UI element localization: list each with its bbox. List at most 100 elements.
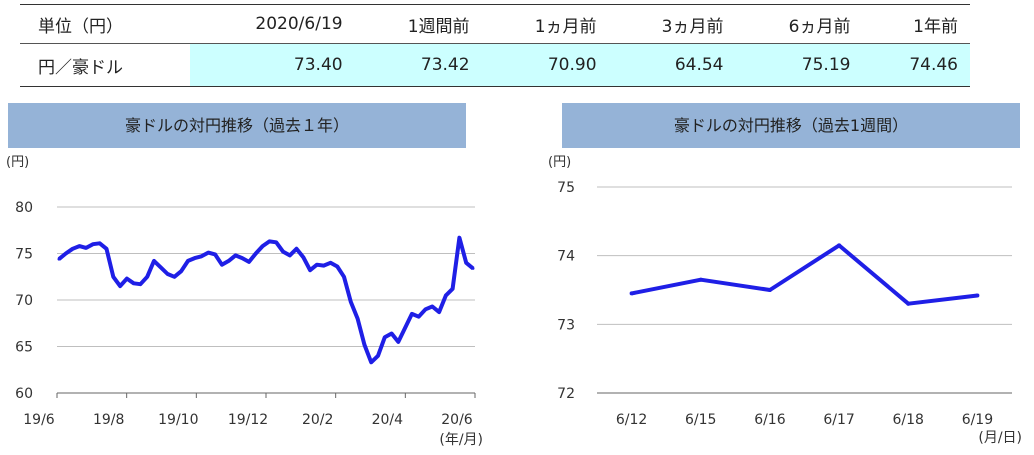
chart-title-1year: 豪ドルの対円推移（過去１年） (8, 103, 466, 148)
x-tick-label: 6/15 (685, 412, 716, 428)
data-point (698, 277, 703, 282)
data-point (457, 236, 461, 240)
y-tick-label: 60 (15, 386, 33, 402)
y-tick-label: 70 (15, 293, 33, 309)
value-current: 73.40 (190, 43, 355, 87)
x-tick-label: 6/18 (893, 412, 924, 428)
data-point (118, 284, 122, 288)
data-point (349, 300, 353, 304)
data-point (403, 326, 407, 330)
data-point (91, 242, 95, 246)
y-tick-label: 73 (557, 317, 575, 333)
data-point (213, 252, 217, 256)
header-1week: 1週間前 (354, 4, 482, 44)
data-point (274, 240, 278, 244)
data-point (57, 257, 61, 261)
value-1month: 70.90 (481, 43, 609, 87)
data-point (376, 354, 380, 358)
x-tick-label: 20/2 (302, 412, 333, 428)
data-point (471, 266, 475, 270)
data-point (84, 246, 88, 250)
x-tick-label: 19/12 (228, 412, 268, 428)
data-point (410, 312, 414, 316)
data-point (77, 244, 81, 248)
value-1week: 73.42 (354, 43, 482, 87)
data-point (206, 251, 210, 255)
data-point (417, 315, 421, 319)
data-point (767, 288, 772, 292)
data-point (281, 250, 285, 254)
data-point (227, 259, 231, 263)
header-unit: 単位（円） (20, 4, 191, 44)
x-tick-label: 20/4 (372, 412, 404, 428)
data-point (437, 310, 441, 314)
data-point (186, 259, 190, 263)
data-point (98, 241, 102, 245)
x-tick-label: 20/6 (441, 412, 473, 428)
data-point (295, 247, 298, 251)
header-1month: 1ヵ月前 (481, 4, 609, 44)
data-point (383, 335, 387, 339)
data-point (111, 275, 115, 279)
data-point (64, 252, 68, 255)
data-point (356, 317, 360, 321)
header-1year: 1年前 (862, 4, 970, 44)
chart-1week: (円) 72 73 74 75 6/12 6/15 6/16 6/17 6/18 6/19 (月/日) (548, 155, 1022, 446)
data-point (234, 253, 237, 257)
data-point (105, 247, 108, 251)
data-point (629, 291, 634, 296)
x-unit-label: (月/日) (978, 430, 1022, 446)
data-point (308, 268, 312, 272)
data-point (975, 293, 980, 298)
row-label: 円／豪ドル (20, 43, 191, 87)
data-point (267, 239, 271, 243)
data-point (396, 340, 400, 344)
data-point (362, 343, 366, 347)
x-tick-label: 19/8 (93, 412, 124, 428)
value-1year: 74.46 (862, 43, 970, 87)
y-unit-label: (円) (548, 155, 571, 170)
y-tick-label: 65 (15, 340, 33, 356)
data-point (220, 263, 224, 267)
header-6month: 6ヵ月前 (735, 4, 863, 44)
data-point (464, 261, 468, 265)
header-3month: 3ヵ月前 (608, 4, 736, 44)
rate-table-header-row: 単位（円） 2020/6/19 1週間前 1ヵ月前 3ヵ月前 6ヵ月前 1年前 (20, 4, 970, 44)
data-point (200, 254, 203, 258)
data-point (390, 332, 394, 335)
x-unit-label: (年/月) (439, 432, 483, 448)
data-point (71, 247, 75, 251)
data-point (261, 244, 265, 248)
series-line (631, 243, 978, 306)
header-date: 2020/6/19 (190, 4, 355, 44)
data-point (125, 277, 129, 281)
y-tick-label: 74 (557, 249, 575, 265)
data-point (152, 259, 156, 263)
data-point (315, 263, 319, 267)
data-point (172, 275, 176, 279)
data-point (193, 256, 197, 260)
chart-title-1week: 豪ドルの対円推移（過去1週間） (562, 103, 1020, 148)
x-tick-label: 19/10 (158, 412, 198, 428)
x-tick-label: 19/6 (23, 412, 55, 428)
data-point (179, 269, 183, 273)
y-tick-label: 72 (557, 386, 575, 402)
data-point (288, 253, 292, 257)
y-tick-label: 80 (15, 200, 33, 216)
data-point (451, 287, 455, 291)
y-tick-label: 75 (15, 247, 33, 263)
rate-table: 単位（円） 2020/6/19 1週間前 1ヵ月前 3ヵ月前 6ヵ月前 1年前 … (20, 4, 970, 87)
data-point (254, 252, 258, 255)
rate-table-row: 円／豪ドル 73.40 73.42 70.90 64.54 75.19 74.4… (20, 43, 970, 87)
data-point (335, 265, 339, 268)
x-tick-label: 6/16 (754, 412, 786, 428)
data-point (424, 307, 427, 311)
value-3month: 64.54 (608, 43, 736, 87)
data-point (132, 281, 136, 285)
data-point (247, 260, 251, 264)
data-point (444, 293, 448, 297)
y-tick-label: 75 (557, 180, 575, 196)
data-point (906, 301, 911, 306)
data-point (301, 255, 305, 259)
